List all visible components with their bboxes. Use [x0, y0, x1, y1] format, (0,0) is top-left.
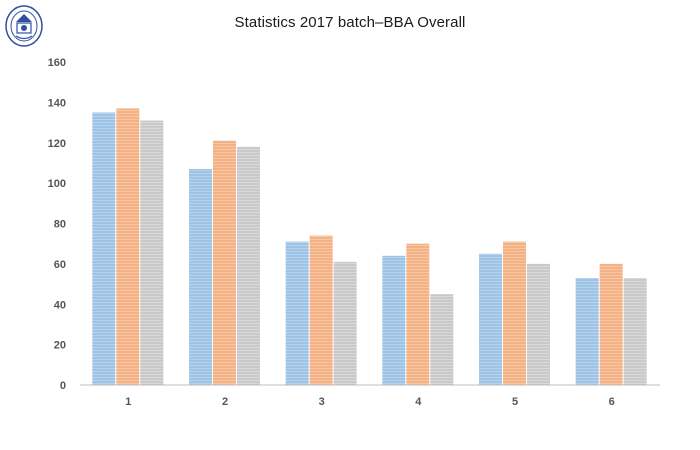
- bar-series-3-category-1: [140, 120, 164, 385]
- bar-series-1-category-5: [479, 253, 502, 385]
- bar-series-1-category-3: [285, 241, 309, 385]
- y-tick-label: 40: [54, 299, 66, 311]
- bar-series-3-category-2: [237, 146, 260, 385]
- x-tick-label: 2: [222, 396, 228, 408]
- y-tick-label: 60: [54, 259, 66, 271]
- bar-series-2-category-3: [309, 235, 333, 385]
- bar-series-3-category-6: [623, 278, 647, 385]
- university-seal-icon: [5, 5, 43, 47]
- y-tick-label: 100: [48, 178, 66, 190]
- bars: [92, 108, 647, 386]
- bar-series-2-category-6: [599, 263, 623, 385]
- y-tick-label: 160: [48, 57, 66, 69]
- chart-title: Statistics 2017 batch–BBA Overall: [234, 14, 466, 31]
- bar-series-1-category-6: [575, 278, 599, 385]
- x-tick-label: 4: [415, 396, 422, 408]
- x-tick-label: 3: [319, 396, 325, 408]
- bar-series-3-category-3: [333, 261, 357, 385]
- bar-series-3-category-5: [527, 263, 550, 385]
- bar-series-2-category-2: [213, 140, 236, 385]
- y-tick-label: 140: [48, 97, 66, 109]
- x-axis-ticks: 1 2 3 4 5 6: [125, 396, 614, 408]
- y-tick-label: 80: [54, 219, 66, 231]
- y-tick-label: 20: [54, 340, 66, 352]
- bar-series-1-category-4: [382, 255, 406, 385]
- bar-series-3-category-4: [430, 294, 454, 385]
- y-tick-label: 0: [60, 380, 66, 392]
- y-axis-ticks: 0 20 40 60 80 100 120 140 160: [48, 57, 66, 392]
- bar-series-1-category-1: [92, 112, 116, 385]
- bar-series-1-category-2: [189, 168, 212, 385]
- bar-series-2-category-4: [406, 243, 430, 385]
- bar-series-2-category-1: [116, 108, 140, 386]
- x-tick-label: 1: [125, 396, 131, 408]
- x-tick-label: 6: [609, 396, 615, 408]
- bar-series-2-category-5: [503, 241, 526, 385]
- x-tick-label: 5: [512, 396, 518, 408]
- y-tick-label: 120: [48, 138, 66, 150]
